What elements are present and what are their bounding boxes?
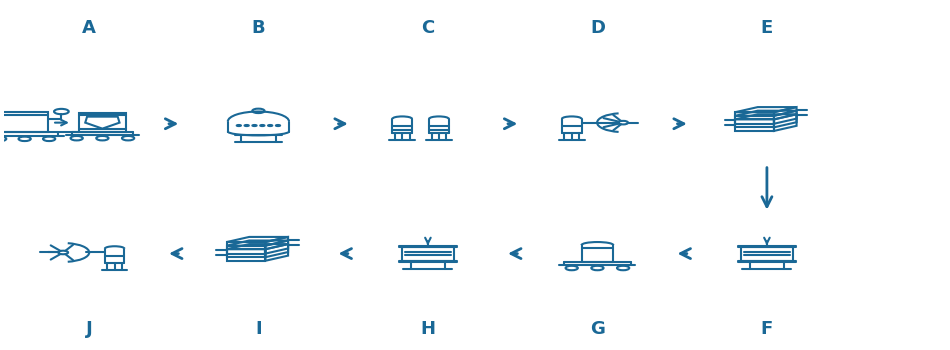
Circle shape — [268, 125, 273, 126]
Circle shape — [276, 125, 280, 126]
Text: D: D — [590, 19, 605, 37]
Text: B: B — [252, 19, 265, 37]
Text: A: A — [82, 19, 96, 37]
Text: E: E — [761, 19, 773, 37]
Text: H: H — [421, 320, 435, 338]
Circle shape — [244, 125, 249, 126]
Circle shape — [252, 125, 256, 126]
Text: C: C — [421, 19, 434, 37]
Text: J: J — [86, 320, 92, 338]
Circle shape — [260, 125, 265, 126]
Text: G: G — [590, 320, 605, 338]
Text: I: I — [256, 320, 262, 338]
Circle shape — [237, 125, 241, 126]
Text: F: F — [761, 320, 773, 338]
